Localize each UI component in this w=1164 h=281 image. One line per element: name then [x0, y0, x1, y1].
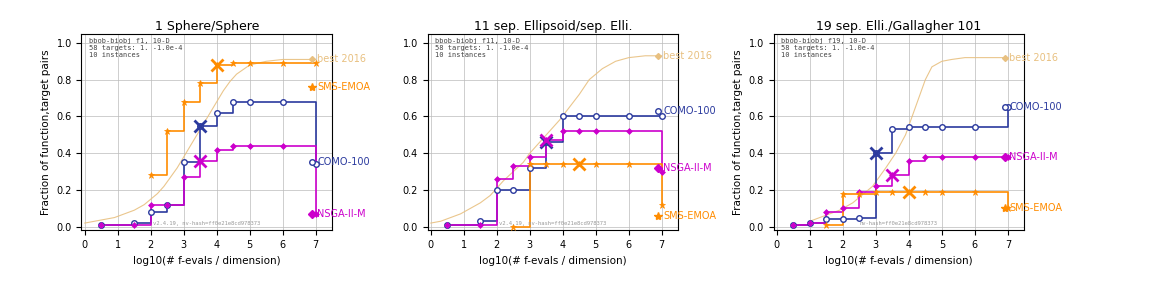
Title: 11 sep. Ellipsoid/sep. Elli.: 11 sep. Ellipsoid/sep. Elli.	[474, 20, 632, 33]
Text: bbob-biobj f19, 10-D
58 targets: 1. -1.0e-4
10 instances: bbob-biobj f19, 10-D 58 targets: 1. -1.0…	[781, 38, 874, 58]
Text: v2.4.19, nv-hash=ff0e21e8cd978373: v2.4.19, nv-hash=ff0e21e8cd978373	[499, 221, 606, 226]
Text: v2.4.19, nv-hash=ff0e21e8cd978373: v2.4.19, nv-hash=ff0e21e8cd978373	[154, 221, 261, 226]
Y-axis label: Fraction of function,target pairs: Fraction of function,target pairs	[733, 49, 743, 215]
X-axis label: log10(# f-evals / dimension): log10(# f-evals / dimension)	[825, 256, 973, 266]
Title: 1 Sphere/Sphere: 1 Sphere/Sphere	[155, 20, 260, 33]
Text: bbob-biobj f11, 10-D
58 targets: 1. -1.0e-4
10 instances: bbob-biobj f11, 10-D 58 targets: 1. -1.0…	[435, 38, 528, 58]
X-axis label: log10(# f-evals / dimension): log10(# f-evals / dimension)	[133, 256, 281, 266]
Text: NSGA-II-M: NSGA-II-M	[663, 163, 712, 173]
Text: COMO-100: COMO-100	[318, 157, 370, 167]
Text: SMS-EMOA: SMS-EMOA	[1009, 203, 1063, 213]
Title: 19 sep. Elli./Gallagher 101: 19 sep. Elli./Gallagher 101	[816, 20, 981, 33]
Text: best 2016: best 2016	[1009, 53, 1058, 63]
Y-axis label: Fraction of function,target pairs: Fraction of function,target pairs	[41, 49, 51, 215]
Text: nv-hash=ff0e21e8cd978373: nv-hash=ff0e21e8cd978373	[860, 221, 938, 226]
Text: NSGA-II-M: NSGA-II-M	[318, 209, 365, 219]
Text: SMS-EMOA: SMS-EMOA	[663, 211, 716, 221]
Text: best 2016: best 2016	[663, 51, 712, 61]
Text: bbob-biobj f1, 10-D
58 targets: 1. -1.0e-4
10 instances: bbob-biobj f1, 10-D 58 targets: 1. -1.0e…	[88, 38, 183, 58]
Text: COMO-100: COMO-100	[663, 106, 716, 116]
X-axis label: log10(# f-evals / dimension): log10(# f-evals / dimension)	[480, 256, 626, 266]
Text: best 2016: best 2016	[318, 55, 367, 64]
Text: SMS-EMOA: SMS-EMOA	[318, 82, 370, 92]
Text: NSGA-II-M: NSGA-II-M	[1009, 152, 1058, 162]
Text: COMO-100: COMO-100	[1009, 102, 1062, 112]
